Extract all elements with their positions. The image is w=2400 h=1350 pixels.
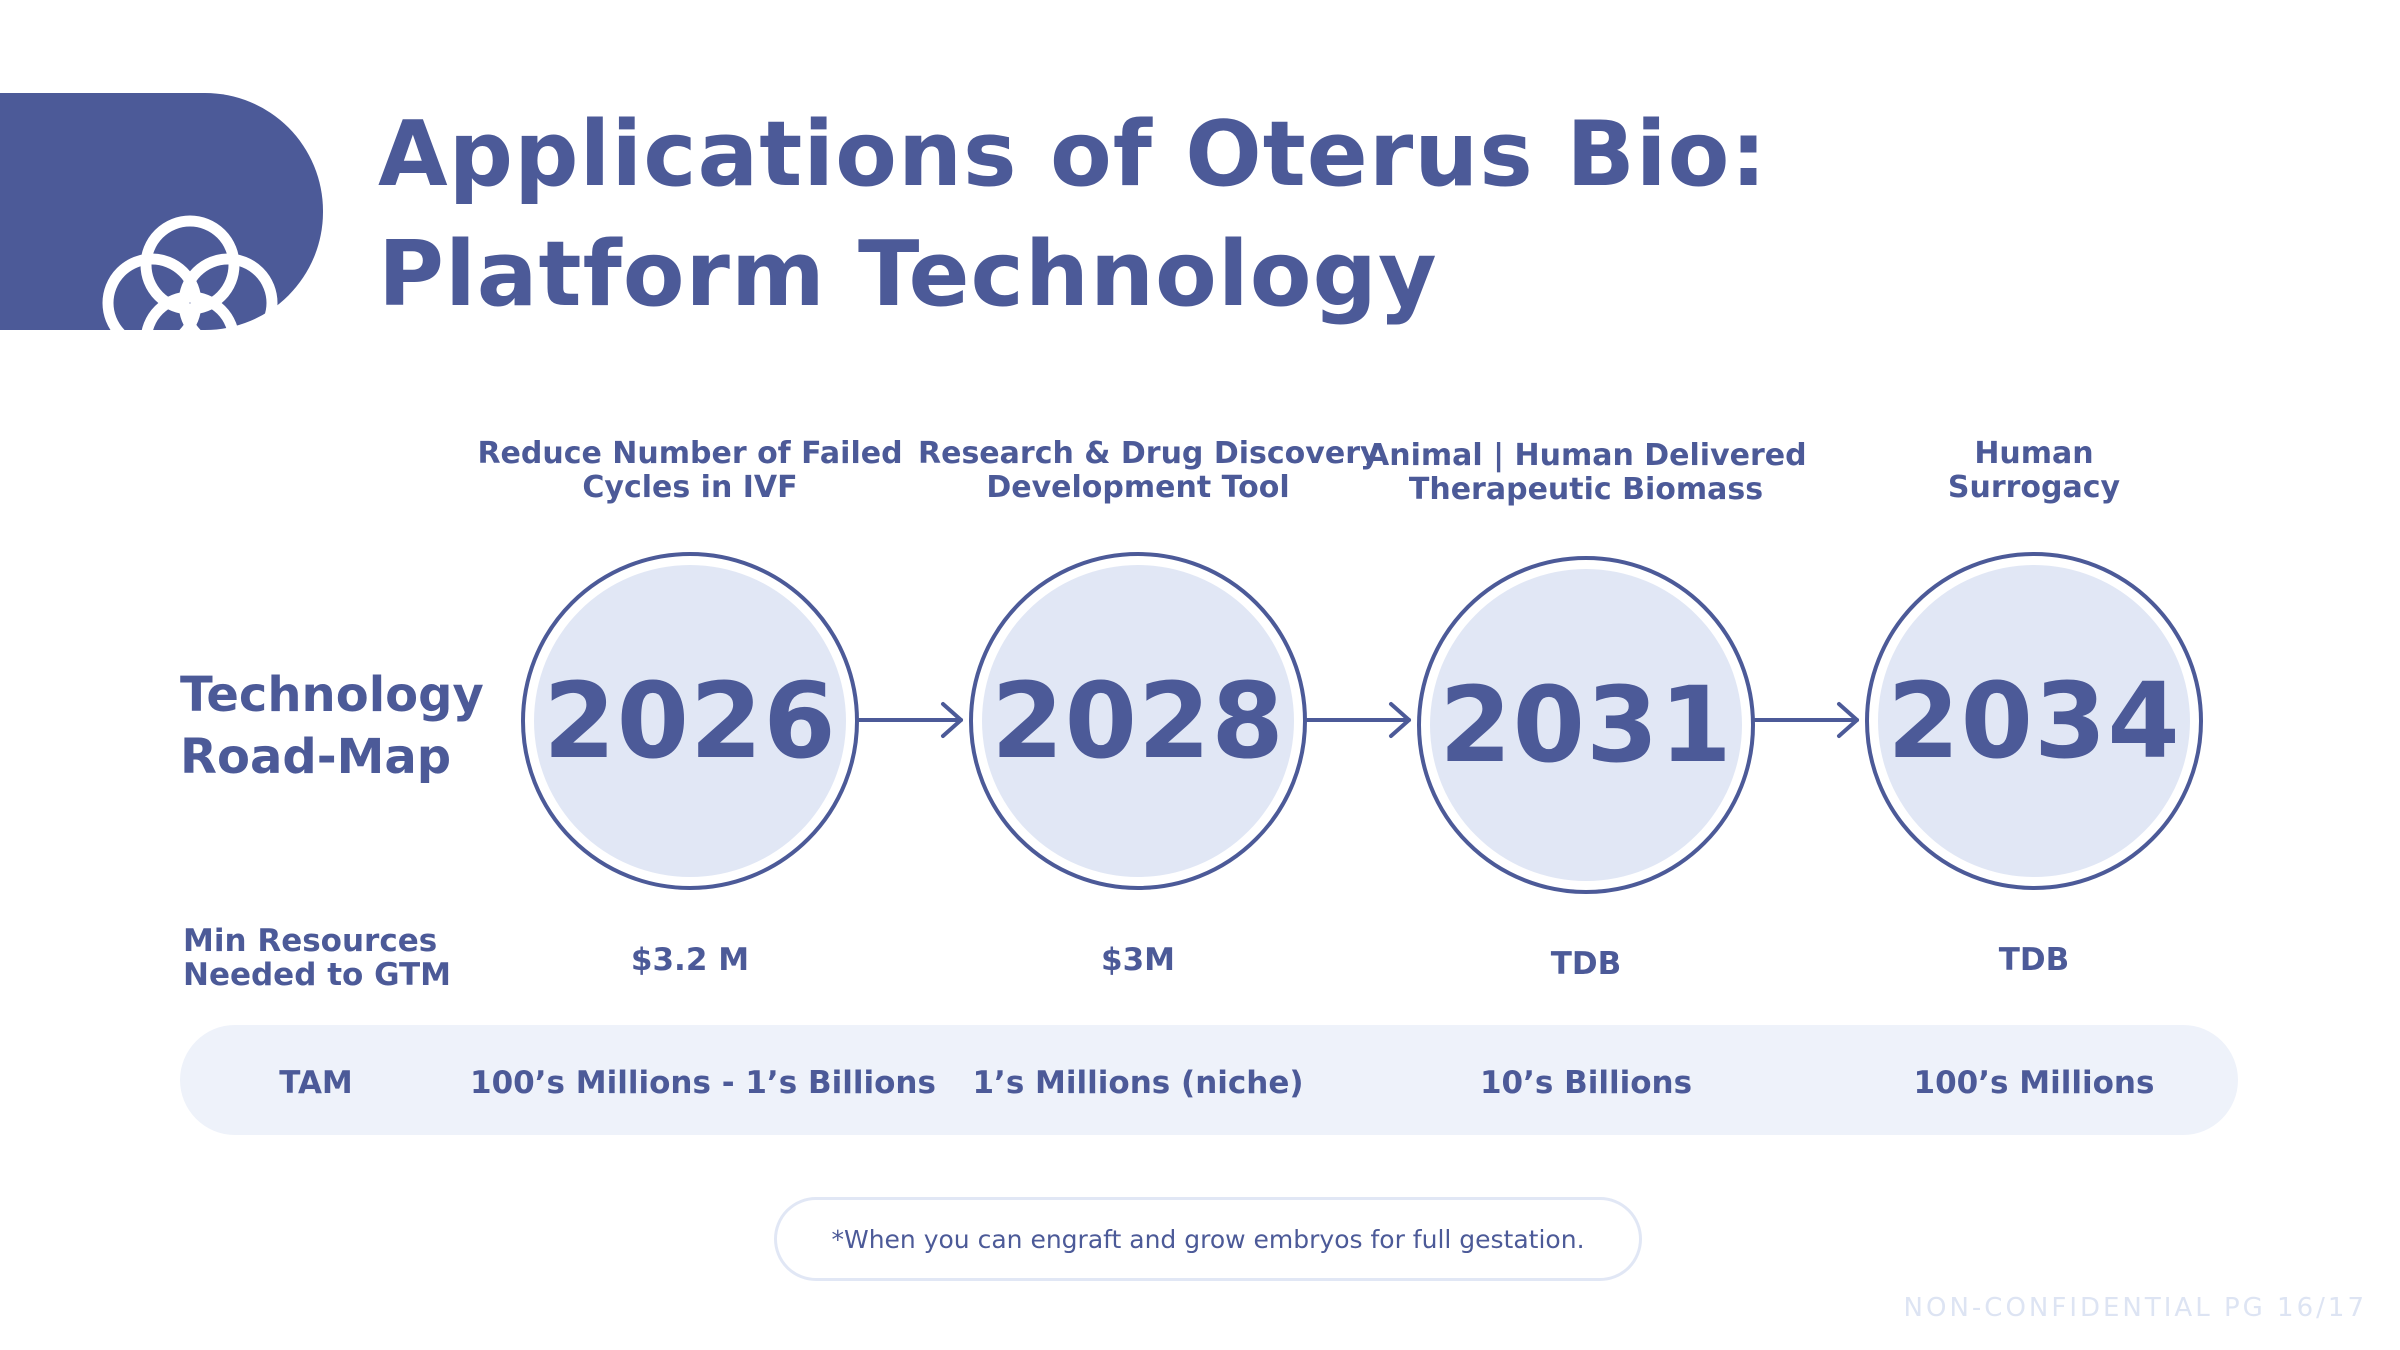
application-label-line: Animal | Human Delivered	[1366, 438, 1807, 473]
milestone-circle-2034: 2034	[1865, 552, 2203, 890]
tam-value: 100’s Millions	[1913, 1065, 2155, 1101]
page-number-label: NON-CONFIDENTIAL PG 16/17	[1903, 1293, 2367, 1323]
tam-value: 1’s Millions (niche)	[972, 1065, 1304, 1101]
application-label-line: Research & Drug Discovery	[918, 436, 1380, 471]
tam-bar	[180, 1025, 2238, 1135]
arrow-right-icon	[857, 702, 963, 738]
resource-value: TDB	[1998, 942, 2070, 978]
milestone-year: 2031	[1439, 664, 1733, 786]
arrow-right-icon	[1753, 702, 1859, 738]
application-label-4: Human Surrogacy	[1814, 437, 2254, 505]
application-label-2: Research & Drug Discovery Development To…	[918, 436, 1380, 505]
milestone-year: 2034	[1887, 660, 2181, 782]
application-label-line: Cycles in IVF	[582, 470, 798, 505]
page-title: Applications of Oterus Bio: Platform Tec…	[378, 95, 1767, 335]
tam-value: 10’s Billions	[1479, 1065, 1693, 1101]
interlocking-rings-icon	[102, 215, 278, 391]
resource-value: $3.2 M	[630, 942, 750, 978]
milestone-year: 2026	[543, 660, 837, 782]
milestone-year: 2028	[991, 660, 1285, 782]
tam-label: TAM	[279, 1065, 353, 1101]
min-resources-label-line: Min Resources	[183, 923, 438, 959]
min-resources-label-line: Needed to GTM	[183, 957, 451, 993]
page-title-line-1: Applications of Oterus Bio:	[378, 102, 1768, 207]
milestone-circle-2031: 2031	[1417, 556, 1755, 894]
arrow-right-icon	[1305, 702, 1411, 738]
technology-roadmap-label-line: Technology	[180, 667, 484, 723]
resource-value: TDB	[1550, 946, 1622, 982]
milestone-circle-2026: 2026	[521, 552, 859, 890]
logo-tab	[0, 93, 323, 391]
application-label-line: Surrogacy	[1947, 470, 2121, 505]
min-resources-label: Min Resources Needed to GTM	[183, 924, 451, 992]
footnote: *When you can engraft and grow embryos f…	[774, 1197, 1642, 1281]
application-label-1: Reduce Number of Failed Cycles in IVF	[470, 437, 910, 505]
technology-roadmap-label: Technology Road-Map	[180, 664, 484, 788]
application-label-line: Human	[1974, 436, 2094, 471]
application-label-line: Reduce Number of Failed	[477, 436, 903, 471]
tam-value: 100’s Millions - 1’s Billions	[470, 1065, 936, 1101]
application-label-3: Animal | Human Delivered Therapeutic Bio…	[1366, 438, 1807, 507]
application-label-line: Therapeutic Biomass	[1408, 472, 1764, 507]
application-label-line: Development Tool	[986, 470, 1290, 505]
milestone-circle-2028: 2028	[969, 552, 1307, 890]
technology-roadmap-label-line: Road-Map	[180, 729, 452, 785]
resource-value: $3M	[1101, 942, 1175, 978]
page-title-line-2: Platform Technology	[378, 222, 1438, 327]
